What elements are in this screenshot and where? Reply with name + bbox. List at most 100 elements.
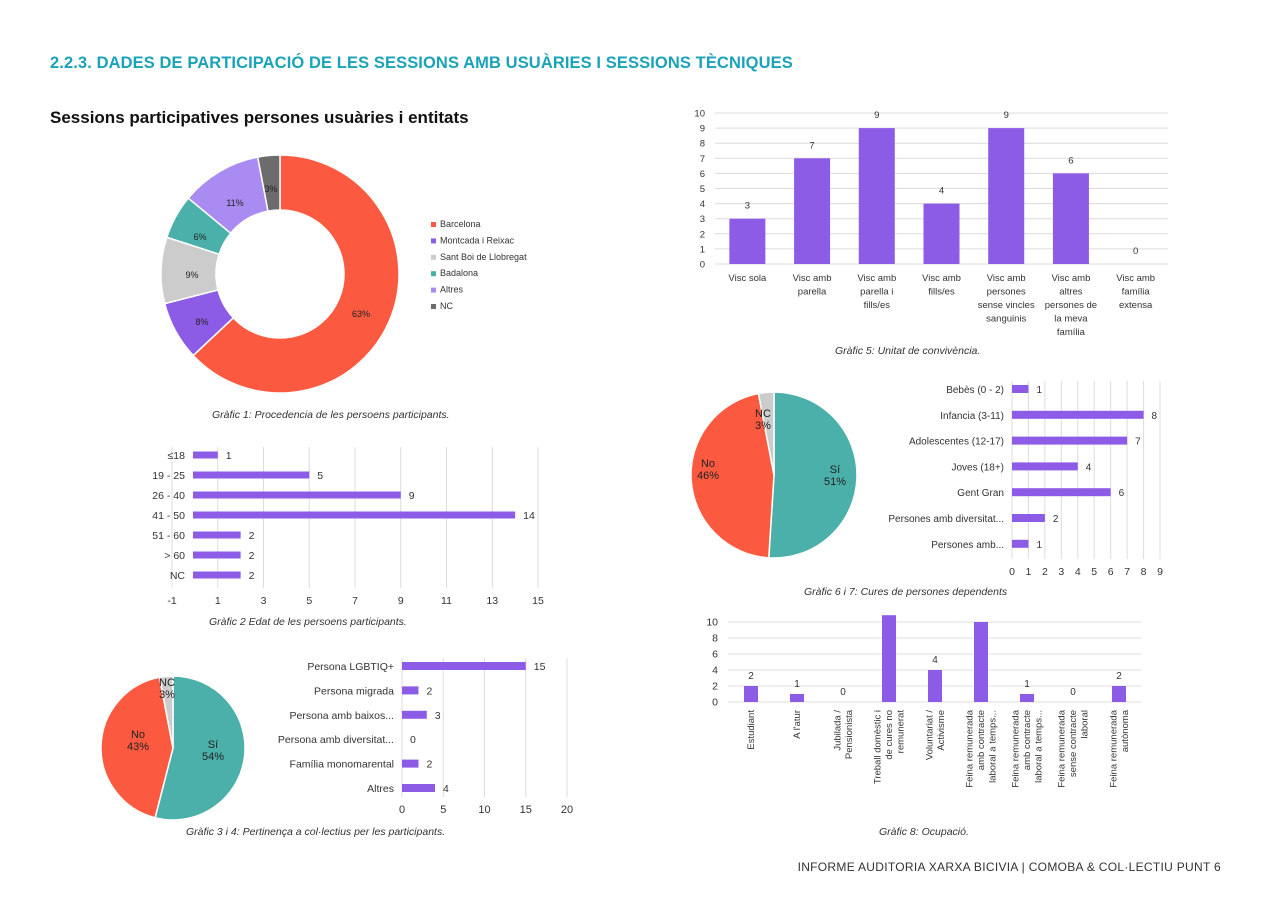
category-label: Visc amb — [1051, 273, 1090, 284]
category-label: ≤18 — [168, 450, 186, 462]
bar — [882, 615, 896, 702]
bar — [193, 551, 241, 559]
category-label: Activisme — [936, 710, 947, 751]
y-tick-label: 6 — [700, 169, 705, 180]
bar — [1012, 436, 1128, 445]
category-label: amb contracte — [1022, 710, 1033, 770]
category-label: Visc amb — [793, 273, 832, 284]
bar — [923, 203, 960, 264]
pie-slice-value: 43% — [127, 741, 149, 753]
category-label: Adolescentes (12-17) — [909, 437, 1004, 448]
bar — [402, 759, 419, 768]
bar-value-label: 0 — [840, 687, 846, 698]
category-label: la meva — [1054, 314, 1088, 325]
y-tick-label: 8 — [712, 633, 718, 645]
legend-swatch — [431, 238, 436, 244]
category-label: laboral a temps... — [988, 710, 999, 783]
y-tick-label: 7 — [700, 154, 705, 165]
bar — [402, 784, 435, 792]
category-label: Feina remunerada — [1011, 709, 1022, 787]
chart-procedencia-donut: 63% 8% 9% 6% 11% 3% Barcelona Montcada i Reixac… — [160, 154, 527, 394]
x-tick-label: 5 — [440, 804, 446, 816]
bar — [729, 218, 766, 264]
pie-slice — [158, 675, 174, 749]
bar — [402, 662, 526, 670]
category-label: extensa — [1119, 300, 1153, 311]
caption-grafic-3-4: Gràfic 3 i 4: Pertinença a col·lectius p… — [186, 826, 446, 838]
category-label: Persona amb diversitat... — [278, 734, 394, 746]
category-label: Persona LGBTIQ+ — [307, 661, 394, 673]
bar-value-label: 3 — [745, 201, 750, 212]
caption-grafic-8: Gràfic 8: Ocupació. — [879, 826, 969, 838]
bar-value-label: 1 — [1036, 540, 1042, 551]
x-tick-label: 4 — [1075, 566, 1081, 578]
x-tick-label: 1 — [215, 595, 221, 607]
pie-slice-value: 46% — [697, 470, 719, 482]
x-tick-label: 20 — [561, 804, 573, 816]
bar — [193, 491, 401, 499]
x-tick-label: 6 — [1108, 566, 1114, 578]
category-label: Infancia (3-11) — [940, 411, 1004, 422]
bar — [988, 128, 1025, 264]
y-tick-label: 2 — [700, 229, 705, 240]
bar-value-label: 3 — [435, 710, 441, 722]
category-label: parella — [798, 287, 827, 298]
pie-slice-label: Sí — [208, 739, 218, 751]
pie-slice — [256, 154, 281, 213]
pie-slice — [767, 391, 858, 559]
category-label: Visc sola — [728, 273, 767, 284]
x-tick-label: 5 — [1091, 566, 1097, 578]
legend-label: NC — [440, 301, 453, 311]
bar-value-label: 2 — [249, 570, 255, 582]
bar — [402, 710, 427, 719]
bar — [790, 694, 804, 702]
bar-value-label: 9 — [1004, 110, 1009, 121]
x-tick-label: 2 — [1042, 566, 1048, 578]
category-label: Joves (18+) — [951, 462, 1004, 473]
bar — [794, 158, 831, 264]
page-footer: INFORME AUDITORIA XARXA BICIVIA | COMOBA… — [797, 860, 1221, 874]
bar — [1012, 385, 1029, 393]
bar-value-label: 2 — [1116, 671, 1122, 682]
y-tick-label: 4 — [700, 199, 705, 210]
bar — [193, 531, 241, 539]
category-label: Visc amb — [1116, 273, 1155, 284]
category-label: de cures no — [884, 710, 895, 760]
pie-slice-label: No — [131, 729, 145, 741]
section-title: 2.2.3. DADES DE PARTICIPACIÓ DE LES SESS… — [50, 54, 793, 72]
y-tick-label: 3 — [700, 214, 705, 225]
bar-value-label: 7 — [809, 140, 814, 151]
category-label: amb contracte — [976, 710, 987, 770]
y-tick-label: 10 — [706, 617, 718, 629]
pie-slice-value: 11% — [226, 198, 243, 208]
legend-label: Barcelona — [440, 219, 481, 229]
pie-slice — [757, 391, 775, 476]
category-label: NC — [170, 570, 186, 582]
bar-value-label: 6 — [1068, 155, 1073, 166]
y-tick-label: 6 — [712, 649, 718, 661]
bar-value-label: 2 — [427, 685, 433, 697]
y-tick-label: 8 — [700, 139, 705, 150]
pie-slice — [690, 392, 775, 559]
bar — [193, 511, 516, 519]
x-tick-label: 15 — [532, 595, 544, 607]
x-tick-label: 11 — [441, 595, 452, 607]
bar-value-label: 1 — [1036, 385, 1042, 396]
category-label: Feina remunerada — [1057, 709, 1068, 787]
x-tick-label: 7 — [1124, 566, 1130, 578]
pie-slice — [154, 675, 246, 821]
category-label: Visc amb — [922, 273, 961, 284]
pie-slice — [192, 154, 400, 394]
bar-value-label: 0 — [1133, 246, 1138, 257]
category-label: 19 - 25 — [152, 470, 185, 482]
page-subtitle: Sessions participatives persones usuàrie… — [50, 108, 469, 127]
bar — [744, 686, 758, 702]
legend-swatch — [431, 287, 436, 293]
caption-grafic-1: Gràfic 1: Procedencia de les persoens pa… — [212, 409, 450, 421]
bar-value-label: 9 — [409, 490, 415, 502]
bar — [1112, 686, 1126, 702]
x-tick-label: 1 — [1026, 566, 1032, 578]
x-tick-label: 9 — [1157, 566, 1163, 578]
